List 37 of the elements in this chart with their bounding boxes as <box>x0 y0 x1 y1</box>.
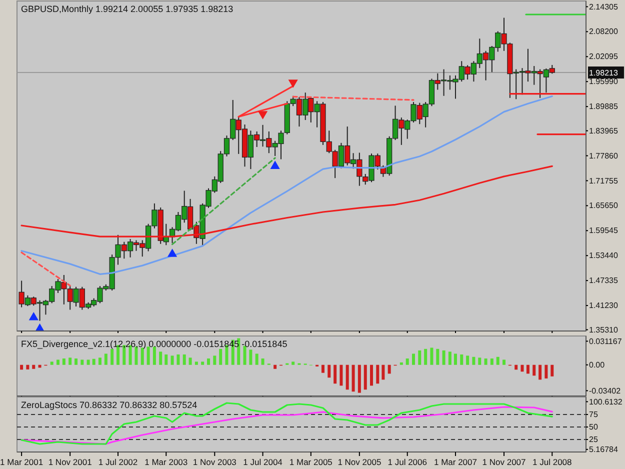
x-tick-label: 1 Jul 2006 <box>388 457 428 468</box>
x-tick-label: 1 Jul 2008 <box>532 457 572 468</box>
y-tick-label: 2.14305 <box>589 2 618 12</box>
y-tick-label: 5.16784 <box>589 444 618 454</box>
y-tick-label: 1.95990 <box>589 77 618 86</box>
y-tick-label: 1.77860 <box>589 151 618 160</box>
y-tick-label: 1.47335 <box>589 276 618 286</box>
x-tick-label: 1 Jul 2004 <box>243 457 283 468</box>
y-tick-label: 100.6132 <box>589 397 623 406</box>
x-tick-label: 1 Nov 2005 <box>338 457 382 468</box>
y-tick-label: 1.71755 <box>589 176 618 186</box>
ref-line-label: 1.98213 <box>589 68 618 78</box>
y-tick-label: 2.02095 <box>589 52 618 62</box>
y-tick-label: 1.89885 <box>589 102 618 112</box>
y-tick-label: 0.031167 <box>589 336 622 346</box>
x-tick-label: 1 Mar 2003 <box>144 457 188 468</box>
y-tick-label: 2.08200 <box>589 27 618 36</box>
y-tick-label: 1.83965 <box>589 126 618 136</box>
y-tick-label: 1.41230 <box>589 301 618 310</box>
x-tick-label: 1 Nov 2007 <box>482 457 526 468</box>
y-tick-label: -0.03402 <box>589 386 622 396</box>
x-tick-label: 1 Mar 2005 <box>289 457 333 468</box>
x-tick-label: 1 Nov 2003 <box>192 457 237 468</box>
x-tick-label: 1 Mar 2001 <box>0 457 44 468</box>
y-tick-label: 25 <box>589 435 598 444</box>
y-tick-label: 50 <box>589 422 598 432</box>
y-tick-label: 0.00 <box>589 360 606 370</box>
chart-title: GBPUSD,Monthly 1.99214 2.00055 1.97935 1.98213 <box>21 4 234 14</box>
y-tick-label: 1.35310 <box>589 325 618 334</box>
y-tick-label: 75 <box>589 410 598 420</box>
y-tick-label: 1.65650 <box>589 201 618 210</box>
y-tick-label: 1.53440 <box>589 251 618 260</box>
x-tick-label: 1 Jul 2002 <box>98 457 138 468</box>
y-tick-label: 1.59545 <box>589 226 618 236</box>
x-tick-label: 1 Mar 2007 <box>434 457 478 468</box>
x-tick-label: 1 Nov 2001 <box>48 457 92 468</box>
chart-title: ZeroLagStocs 70.86332 70.86332 80.57524 <box>21 400 198 410</box>
